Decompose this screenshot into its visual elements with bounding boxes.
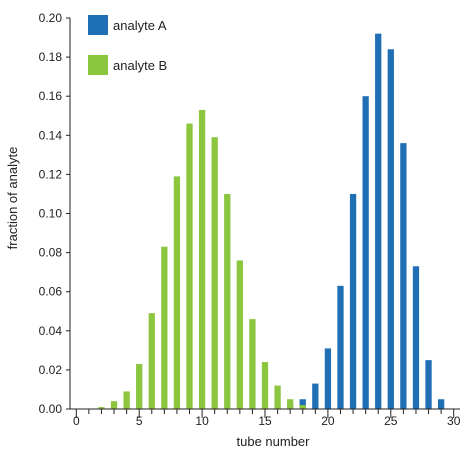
analyte-a-bar — [425, 360, 432, 410]
analyte-b-bar — [236, 260, 243, 409]
analyte-a-bar — [362, 96, 369, 409]
analyte-a-bar — [324, 348, 332, 409]
analyte-b-bar — [186, 123, 193, 409]
analyte-a-bar — [387, 49, 394, 409]
analyte-b-bar — [161, 246, 168, 409]
bars-layer — [98, 33, 445, 410]
analyte-a-bar — [337, 285, 344, 409]
analyte-b-bar — [299, 405, 306, 409]
analyte-b-bar — [261, 362, 269, 409]
y-tick-label: 0.08 — [39, 246, 63, 260]
analyte-b-bar — [148, 313, 155, 409]
analyte-b-bar — [211, 137, 218, 409]
analyte-b-bar — [98, 407, 105, 409]
analyte-b-bar — [110, 401, 118, 409]
y-tick-label: 0.12 — [39, 167, 63, 181]
analyte-a-legend-label: analyte A — [113, 18, 167, 33]
analyte-b-bar — [198, 109, 206, 409]
y-tick-label: 0.02 — [39, 363, 63, 377]
analyte-b-bar — [173, 176, 181, 409]
x-tick-label: 20 — [321, 414, 335, 428]
analyte-b-bar — [249, 319, 256, 409]
analyte-a-bar — [375, 33, 382, 409]
y-tick-label: 0.14 — [39, 128, 63, 142]
y-tick-label: 0.18 — [39, 50, 63, 64]
analyte-b-bar — [224, 193, 231, 409]
y-tick-label: 0.04 — [39, 324, 63, 338]
analyte-a-bar — [349, 193, 357, 409]
x-tick-label: 5 — [136, 414, 143, 428]
x-axis-title: tube number — [237, 434, 311, 449]
y-tick-label: 0.06 — [39, 285, 63, 299]
analyte-a-bar — [412, 266, 420, 409]
x-tick-label: 25 — [384, 414, 398, 428]
analyte-b-bar — [136, 364, 143, 409]
y-tick-label: 0.00 — [39, 402, 63, 416]
y-axis-title: fraction of analyte — [5, 147, 20, 250]
y-tick-label: 0.20 — [39, 11, 63, 25]
analyte-b-bar — [274, 385, 281, 409]
analyte-a-legend-swatch — [88, 15, 108, 35]
analyte-b-legend-swatch — [88, 55, 108, 75]
legend: analyte A analyte B — [88, 15, 167, 75]
x-tick-label: 30 — [447, 414, 461, 428]
analyte-a-bar — [400, 143, 407, 409]
y-tick-label: 0.10 — [39, 207, 63, 221]
analyte-a-bar — [299, 399, 306, 409]
analyte-b-bar — [287, 399, 294, 409]
analyte-b-legend-label: analyte B — [113, 58, 167, 73]
x-tick-label: 15 — [258, 414, 272, 428]
y-tick-label: 0.16 — [39, 89, 63, 103]
axes-layer: 0.00 0.02 0.04 0.06 0.08 0.10 0.12 0.14 0.16 0.18… — [39, 11, 461, 428]
analyte-b-bar — [123, 391, 130, 409]
analyte-a-bar — [312, 383, 319, 409]
x-tick-label: 0 — [73, 414, 80, 428]
x-tick-label: 10 — [195, 414, 209, 428]
analyte-a-bar — [437, 399, 445, 409]
